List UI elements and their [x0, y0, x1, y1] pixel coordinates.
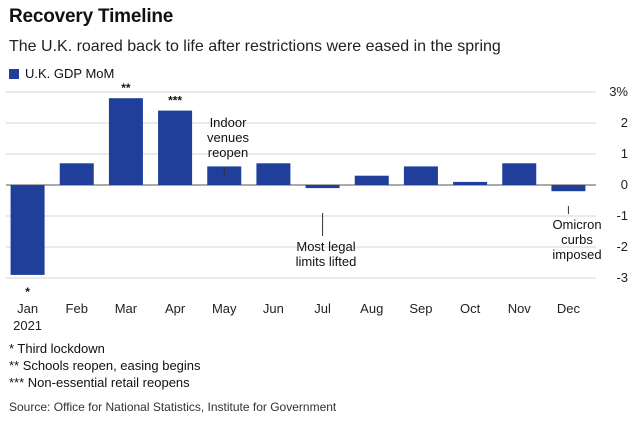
y-tick-label: 2	[621, 115, 628, 130]
chart-title: Recovery Timeline	[9, 6, 174, 27]
bar	[502, 163, 537, 185]
bar	[403, 166, 438, 185]
x-tick-label: Oct	[460, 301, 481, 316]
x-tick-label: Dec	[557, 301, 581, 316]
x-axis-ticks: Jan 2021 Feb Mar Apr May Jun Jul Aug Sep Oct Nov Dec	[13, 301, 580, 333]
y-tick-label: -3	[616, 270, 628, 285]
x-tick-label: Apr	[165, 301, 186, 316]
bar	[158, 110, 193, 185]
bar-marker: ***	[168, 94, 182, 108]
x-tick-label: Jun	[263, 301, 284, 316]
annotation-line: Omicron	[552, 217, 601, 232]
footnotes: * Third lockdown ** Schools reopen, easi…	[9, 340, 201, 391]
bar	[551, 185, 586, 192]
y-tick-label: -2	[616, 239, 628, 254]
bar	[305, 185, 340, 189]
x-tick-label: Jul	[314, 301, 331, 316]
x-tick-label: Nov	[508, 301, 532, 316]
footnote-1: * Third lockdown	[9, 341, 105, 356]
legend-swatch	[9, 68, 19, 79]
legend-label: U.K. GDP MoM	[25, 66, 115, 81]
annotation-line: Indoor	[210, 115, 248, 130]
footnote-2: ** Schools reopen, easing begins	[9, 358, 201, 373]
x-tick-label: May	[212, 301, 237, 316]
y-tick-label: 0	[621, 177, 628, 192]
bar	[354, 175, 389, 185]
bars	[10, 98, 586, 275]
y-tick-label: 1	[621, 146, 628, 161]
annotation-line: limits lifted	[296, 254, 357, 269]
annotation-line: Most legal	[296, 239, 355, 254]
annotation-label: Indoor venues reopen	[207, 115, 249, 160]
x-tick-label: Mar	[115, 301, 138, 316]
annotation-line: imposed	[552, 247, 601, 262]
annotation-line: curbs	[561, 232, 593, 247]
bar-marker: *	[25, 285, 30, 299]
bar	[453, 181, 488, 185]
y-tick-label: 3%	[609, 84, 628, 99]
annotation-line: reopen	[208, 145, 248, 160]
x-tick-label: Jan	[17, 301, 38, 316]
y-tick-label: -1	[616, 208, 628, 223]
footnote-3: *** Non-essential retail reopens	[9, 375, 190, 390]
bar-marker: **	[121, 81, 131, 95]
x-tick-label: Sep	[409, 301, 432, 316]
x-tick-label: Aug	[360, 301, 383, 316]
annotation-label: Most legal limits lifted	[296, 239, 357, 269]
x-tick-sublabel: 2021	[13, 318, 42, 333]
bar	[256, 163, 291, 185]
bar	[108, 98, 143, 185]
y-axis-ticks: 3% 2 1 0 -1 -2 -3	[609, 84, 628, 285]
chart-legend: U.K. GDP MoM	[9, 66, 114, 81]
annotation-line: venues	[207, 130, 249, 145]
source-note: Source: Office for National Statistics, …	[9, 400, 337, 414]
bar-chart: 3% 2 1 0 -1 -2 -3 Jan 2021 Feb Mar Apr May Jun Jul Aug…	[6, 81, 628, 333]
gridlines	[6, 91, 596, 279]
chart-subtitle: The U.K. roared back to life after restr…	[9, 38, 501, 55]
annotation-label: Omicron curbs imposed	[552, 217, 601, 262]
bar	[10, 185, 45, 275]
bar	[59, 163, 94, 185]
x-tick-label: Feb	[66, 301, 88, 316]
